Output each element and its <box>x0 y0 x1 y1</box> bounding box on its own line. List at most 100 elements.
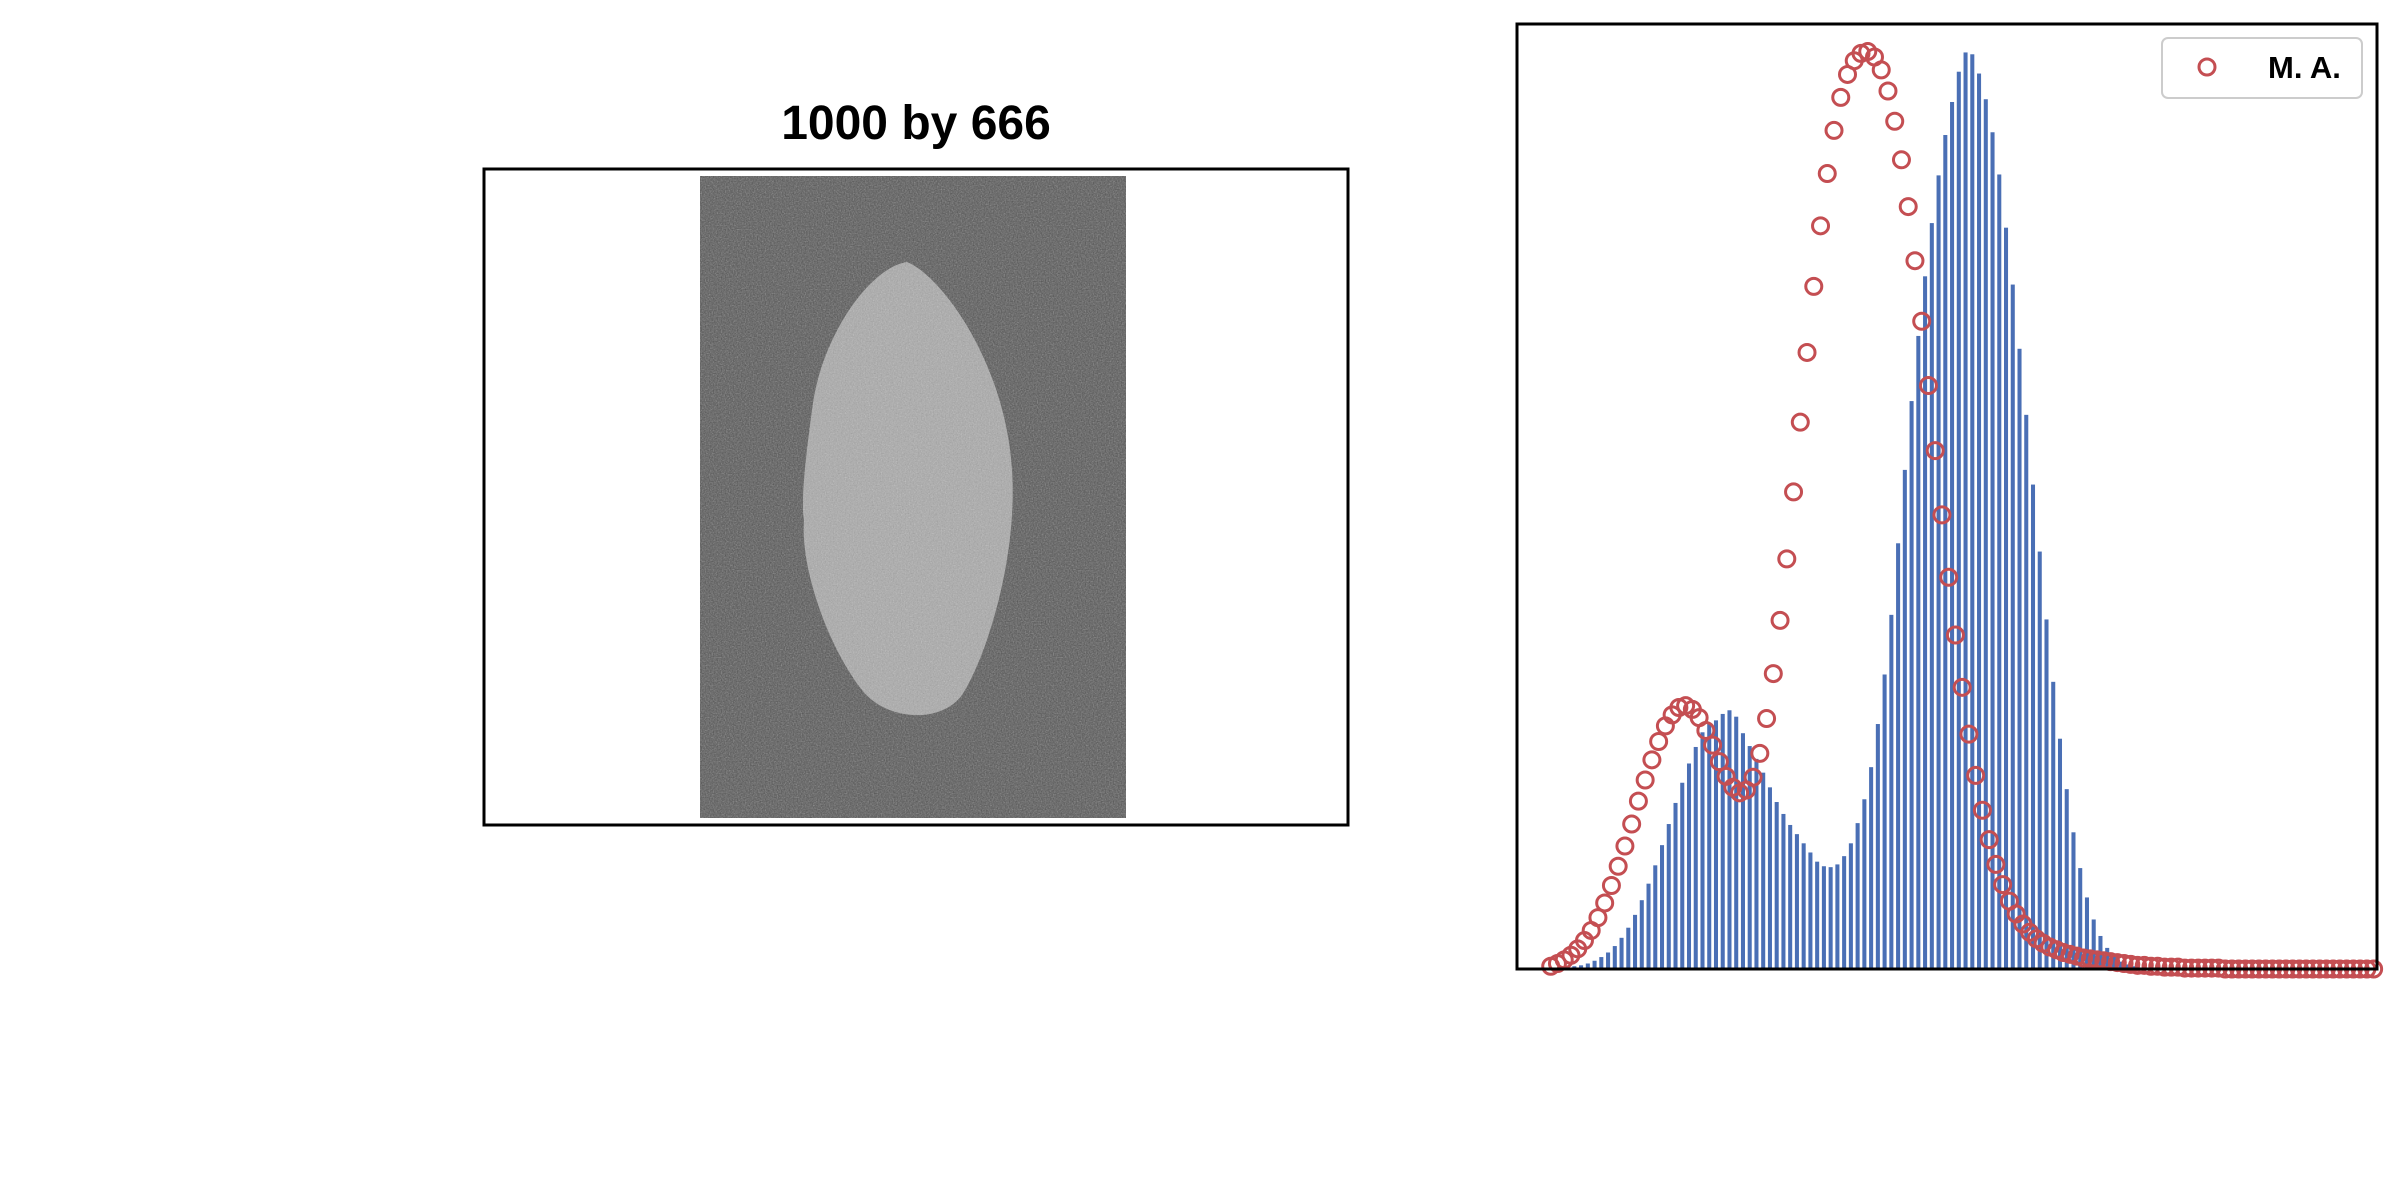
image-title: 1000 by 666 <box>781 97 1051 150</box>
histogram-bar <box>1889 614 1894 969</box>
image-grain <box>700 176 1126 818</box>
fit-marker <box>1925 441 1945 461</box>
fit-marker <box>1615 836 1635 856</box>
fit-marker <box>1743 767 1763 787</box>
fit-marker <box>1905 251 1925 271</box>
fit-marker <box>1932 505 1952 525</box>
fit-marker <box>2107 953 2127 973</box>
histogram-bar <box>1977 73 1982 970</box>
fit-marker <box>1871 60 1891 80</box>
fit-marker <box>1972 800 1992 820</box>
histogram-bar <box>2044 619 2049 969</box>
fit-marker <box>1912 311 1932 331</box>
fit-marker <box>1939 567 1959 587</box>
fit-marker <box>1757 709 1777 729</box>
histogram-panel: M. A. <box>1515 22 2384 979</box>
histogram-bar <box>1727 710 1732 969</box>
histogram-bar <box>2010 284 2015 969</box>
histogram-bar <box>1902 469 1907 969</box>
histogram-bar <box>1882 674 1887 969</box>
histogram-bars <box>1552 52 2150 970</box>
histogram-bar <box>1585 963 1590 969</box>
histogram-bar <box>1794 834 1799 969</box>
fit-marker <box>1959 724 1979 744</box>
histogram-bar <box>2084 897 2089 969</box>
histogram-bar <box>2118 961 2123 969</box>
fit-marker <box>1811 216 1831 236</box>
histogram-bar <box>1997 174 2002 970</box>
fit-marker <box>1777 549 1797 569</box>
fit-marker <box>1804 276 1824 296</box>
histogram-bar <box>1990 132 1995 969</box>
histogram-bar <box>1612 946 1617 969</box>
histogram-bar <box>1801 843 1806 969</box>
fit-marker <box>2141 956 2161 976</box>
histogram-bar <box>1626 927 1631 969</box>
histogram-bar <box>2111 956 2116 969</box>
histogram-bar <box>1821 866 1826 969</box>
histogram-bar <box>1916 335 1921 969</box>
fit-marker <box>2080 949 2100 969</box>
fit-marker <box>1966 765 1986 785</box>
legend: M. A. <box>2161 37 2363 99</box>
fit-marker <box>1918 375 1938 395</box>
fit-marker <box>2128 955 2148 975</box>
fit-marker <box>1770 610 1790 630</box>
fit-marker <box>2168 957 2188 977</box>
histogram-bar <box>1862 799 1867 969</box>
plot-area-frame <box>1515 22 2379 971</box>
histogram-bar <box>1761 772 1766 969</box>
histogram-bar <box>1828 867 1833 969</box>
fit-marker <box>1878 81 1898 101</box>
fit-marker <box>1824 120 1844 140</box>
histogram-bar <box>1936 175 1941 969</box>
histogram-bar <box>1963 52 1968 969</box>
legend-box <box>2161 37 2363 99</box>
fit-marker <box>2161 957 2181 977</box>
histogram-bar <box>1592 960 1597 969</box>
histogram-bar <box>1639 900 1644 969</box>
histogram-bar <box>1653 865 1658 969</box>
fit-marker <box>1952 677 1972 697</box>
fit-marker <box>1993 875 2013 895</box>
fit-marker <box>1601 876 1621 896</box>
histogram-bar <box>2125 964 2130 969</box>
histogram-bar <box>1943 135 1948 969</box>
histogram-bar <box>1808 852 1813 969</box>
fit-marker <box>1945 625 1965 645</box>
fit-marker <box>1986 854 2006 874</box>
fit-marker <box>1885 111 1905 131</box>
histogram-bar <box>1956 71 1961 969</box>
fit-marker <box>1784 482 1804 502</box>
fit-marker <box>2155 957 2175 977</box>
fit-marker <box>2074 948 2094 968</box>
histogram-bar <box>1754 758 1759 969</box>
histogram-bar <box>1835 864 1840 969</box>
fit-marker <box>1790 412 1810 432</box>
histogram-bar <box>2064 789 2069 969</box>
histogram-bar <box>1788 824 1793 969</box>
histogram-bar <box>1923 276 1928 969</box>
fit-marker <box>2114 954 2134 973</box>
histogram-bar <box>1896 543 1901 969</box>
fit-marker <box>1595 893 1615 913</box>
histogram-bar <box>1599 957 1604 969</box>
image-panel <box>482 167 1350 827</box>
fit-marker <box>2121 954 2141 974</box>
histogram-bar <box>1781 813 1786 969</box>
histogram-bar <box>1720 713 1725 969</box>
histogram-bar <box>2004 227 2009 969</box>
fit-marker <box>1608 856 1628 876</box>
histogram-bar <box>1619 937 1624 969</box>
histogram-bar <box>1842 856 1847 969</box>
histogram-bar <box>1848 843 1853 969</box>
fit-marker <box>1797 342 1817 362</box>
histogram-bar <box>1875 724 1880 969</box>
histogram-bar <box>2017 348 2022 969</box>
fit-marker <box>1703 735 1723 755</box>
legend-label: M. A. <box>2268 50 2341 85</box>
histogram-bar <box>1633 914 1638 969</box>
histogram-bar <box>1707 724 1712 969</box>
histogram-bar <box>2071 832 2076 969</box>
